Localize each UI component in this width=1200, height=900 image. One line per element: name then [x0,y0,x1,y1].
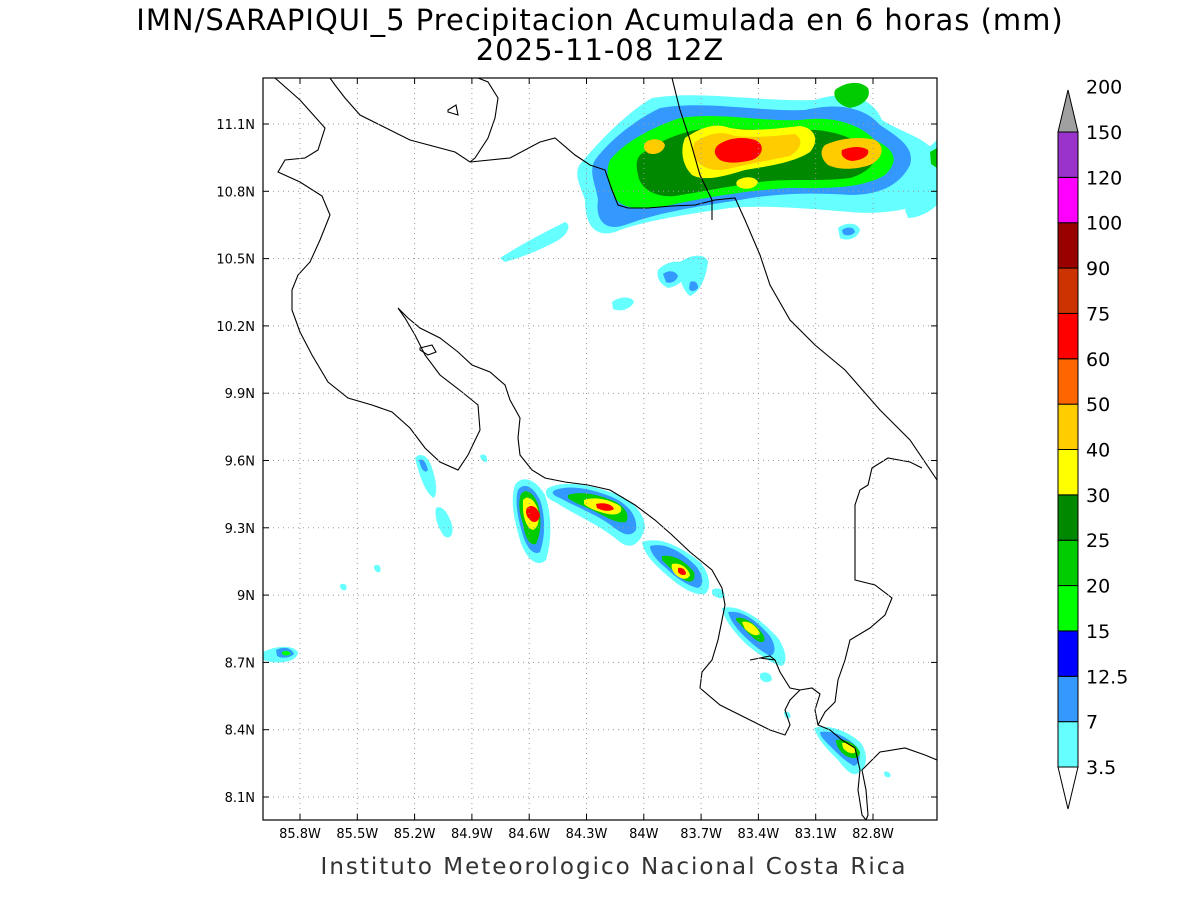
colorbar-box [1057,403,1079,450]
colorbar-box [1057,131,1079,178]
colorbar-label: 7 [1086,712,1098,734]
coastline [274,78,937,820]
colorbar-label: 15 [1086,621,1110,643]
colorbar-label: 3.5 [1086,757,1116,779]
lat-tick-label: 9N [237,589,255,604]
colorbar-box [1057,449,1079,496]
colorbar-label: 40 [1086,440,1110,462]
lon-tick-label: 85.2W [394,827,436,842]
colorbar-box [1057,585,1079,632]
lat-tick-label: 9.3N [225,522,255,537]
colorbar-label: 200 [1086,77,1122,99]
lon-tick-label: 85.5W [336,827,378,842]
lon-tick-label: 84.9W [451,827,493,842]
lat-tick-label: 9.6N [225,455,255,470]
map-title: IMN/SARAPIQUI_5 Precipitacion Acumulada … [136,3,1064,37]
colorbar-box [1057,312,1079,360]
lat-tick-label: 9.9N [225,387,255,402]
map-date: 2025-11-08 12Z [475,33,725,67]
colorbar-label: 150 [1086,122,1122,144]
lat-tick-label: 10.5N [216,253,255,268]
colorbar-under-triangle [1057,766,1079,810]
lon-tick-label: 85.8W [279,827,321,842]
map-frame [262,77,938,821]
footer-credit: Instituto Meteorologico Nacional Costa R… [320,854,908,880]
lat-tick-label: 8.4N [225,724,255,739]
colorbar-label: 75 [1086,303,1110,325]
colorbar-box [1057,267,1079,314]
colorbar-box [1057,358,1079,405]
lat-tick-label: 8.7N [225,656,255,671]
colorbar-label: 90 [1086,258,1110,280]
colorbar-box [1057,630,1079,677]
colorbar-label: 12.5 [1086,666,1128,688]
lat-tick-label: 11.1N [216,118,255,133]
colorbar-box [1057,539,1079,587]
colorbar-box [1057,721,1079,768]
lon-tick-label: 83.1W [795,827,837,842]
colorbar-box [1057,176,1079,224]
lat-tick-label: 8.1N [225,791,255,806]
colorbar-label: 100 [1086,213,1122,235]
lat-tick-label: 10.8N [216,185,255,200]
latitude-axis: 11.1N 10.8N 10.5N 10.2N 9.9N 9.6N 9.3N 9N 8.7N 8.… [216,118,937,806]
lat-tick-label: 10.2N [216,320,255,335]
colorbar-label: 30 [1086,485,1110,507]
precipitation-shading [263,82,937,778]
colorbar-box [1057,494,1079,541]
colorbar-label: 25 [1086,530,1110,552]
colorbar-label: 20 [1086,576,1110,598]
lon-tick-label: 83.4W [737,827,779,842]
colorbar-box [1057,675,1079,723]
lon-tick-label: 83.7W [680,827,722,842]
map-grid [263,78,937,820]
lon-tick-label: 84.3W [566,827,608,842]
colorbar-label: 120 [1086,167,1122,189]
lon-tick-label: 82.8W [852,827,894,842]
lon-tick-label: 84W [629,827,659,842]
longitude-axis: 85.8W 85.5W 85.2W 84.9W 84.6W 84.3W 84W 83.7W 83… [279,78,894,842]
colorbar: 3.5 7 12.5 15 20 25 30 40 50 60 75 90 100 120 150 200 [1057,77,1128,810]
colorbar-box [1057,222,1079,269]
colorbar-label: 60 [1086,349,1110,371]
lon-tick-label: 84.6W [508,827,550,842]
colorbar-over-triangle [1057,89,1079,133]
colorbar-label: 50 [1086,394,1110,416]
